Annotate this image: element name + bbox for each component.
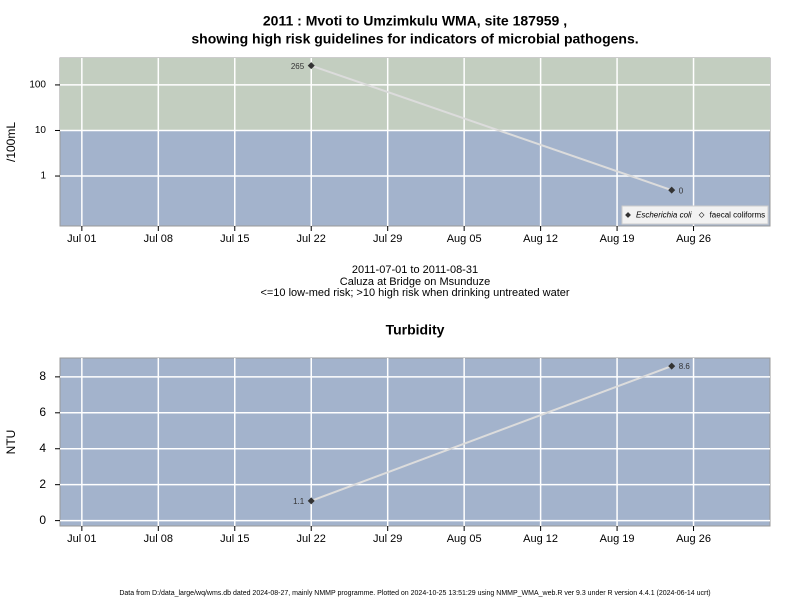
data-point <box>668 362 676 370</box>
high-risk-band <box>60 58 770 131</box>
x-tick-label: Aug 26 <box>676 233 711 245</box>
x-tick-label: Aug 12 <box>523 533 558 545</box>
subtitle: Caluza at Bridge on Msunduze <box>340 276 490 288</box>
y-tick-label: 0 <box>39 513 46 527</box>
x-tick-label: Jul 15 <box>220 533 249 545</box>
x-tick-label: Jul 29 <box>373 533 402 545</box>
y-tick-label: 2 <box>39 477 46 491</box>
x-tick-label: Jul 15 <box>220 233 249 245</box>
x-tick-label: Jul 29 <box>373 233 402 245</box>
data-line <box>310 64 673 192</box>
y-tick-label: 4 <box>39 441 46 455</box>
data-label: 8.6 <box>679 362 691 371</box>
x-tick-label: Aug 12 <box>523 233 558 245</box>
y-tick-label: 6 <box>39 405 46 419</box>
chart-title: Turbidity <box>386 322 445 338</box>
y-tick-label: 100 <box>29 80 46 91</box>
x-tick-label: Jul 08 <box>144 233 173 245</box>
y-axis-label: NTU <box>4 430 18 455</box>
plot-background <box>59 357 771 527</box>
data-label: 1.1 <box>293 497 305 506</box>
legend-label: faecal coliforms <box>710 211 766 220</box>
x-tick-label: Jul 22 <box>297 233 326 245</box>
chart-title: 2011 : Mvoti to Umzimkulu WMA, site 1879… <box>263 13 567 29</box>
data-point <box>307 497 315 505</box>
data-label: 0 <box>679 186 684 195</box>
subtitle: <=10 low-med risk; >10 high risk when dr… <box>260 287 569 299</box>
x-tick-label: Aug 19 <box>600 233 635 245</box>
subtitle: 2011-07-01 to 2011-08-31 <box>352 264 478 276</box>
x-tick-label: Jul 01 <box>67 533 96 545</box>
y-tick-label: 8 <box>39 369 46 383</box>
x-tick-label: Jul 08 <box>144 533 173 545</box>
chart-title: showing high risk guidelines for indicat… <box>191 31 638 47</box>
y-axis-label: /100mL <box>4 122 18 162</box>
data-line <box>310 365 673 502</box>
footer: Data from D:/data_large/wq/wms.db dated … <box>119 590 710 597</box>
y-tick-label: 10 <box>35 125 47 136</box>
data-label: 265 <box>291 62 305 71</box>
legend-marker <box>625 212 631 218</box>
legend-box <box>621 205 769 225</box>
data-point <box>307 62 315 70</box>
legend-label: Escherichia coli <box>636 211 692 220</box>
legend-marker <box>698 212 705 218</box>
x-tick-label: Jul 01 <box>67 233 96 245</box>
x-tick-label: Aug 05 <box>447 233 482 245</box>
y-tick-label: 1 <box>40 171 46 182</box>
x-tick-label: Aug 05 <box>447 533 482 545</box>
x-tick-label: Jul 22 <box>297 533 326 545</box>
x-tick-label: Aug 19 <box>600 533 635 545</box>
data-point <box>668 186 676 194</box>
x-tick-label: Aug 26 <box>676 533 711 545</box>
